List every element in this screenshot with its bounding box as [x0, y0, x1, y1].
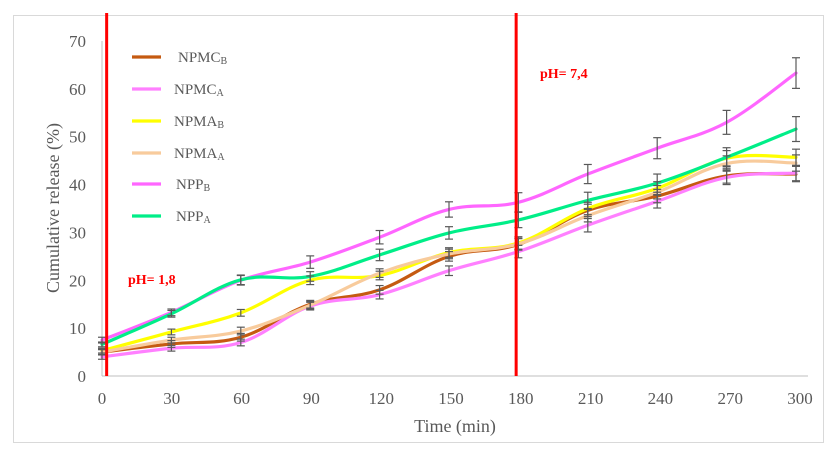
legend-label: NPMAA: [174, 146, 225, 163]
y-tick-label: 60: [69, 80, 86, 99]
error-bar: [583, 191, 592, 210]
x-tick-label: 270: [717, 389, 743, 408]
error-bar: [236, 338, 245, 347]
error-bar: [583, 208, 592, 223]
legend-label: NPMAB: [174, 114, 224, 131]
error-bar: [236, 308, 245, 317]
legend-item: NPPA: [132, 209, 212, 226]
y-tick-labels: 0 10 20 30 40 50 60 70: [69, 32, 86, 386]
error-bar: [445, 248, 453, 260]
error-bar: [445, 226, 453, 240]
error-bar: [375, 268, 384, 279]
y-tick-label: 70: [69, 32, 86, 51]
error-bar: [375, 229, 384, 245]
error-bar: [375, 248, 384, 262]
error-bar: [236, 326, 245, 336]
error-bar: [375, 289, 384, 300]
chart-frame: [13, 15, 824, 443]
error-bar: [98, 341, 106, 348]
error-bar: [167, 336, 176, 344]
x-tick-label: 120: [368, 389, 394, 408]
error-bar: [722, 109, 731, 135]
error-bar: [306, 300, 315, 310]
error-bar: [792, 57, 800, 89]
error-bar: [653, 173, 662, 193]
error-bar: [583, 163, 592, 185]
x-tick-label: 0: [98, 389, 107, 408]
legend-label: NPMCA: [174, 82, 225, 99]
legend-label: NPMCB: [178, 50, 228, 67]
error-bar: [306, 255, 315, 269]
series-line-npmc-a: [100, 171, 798, 359]
legend-item: NPMAA: [132, 146, 225, 163]
axes: [101, 41, 808, 377]
ph-annotation: pH= 1,8: [128, 273, 176, 288]
x-tick-label: 150: [438, 389, 464, 408]
x-tick-label: 300: [787, 389, 813, 408]
error-bar: [98, 349, 106, 356]
error-bar: [792, 154, 800, 172]
ph-annotations: pH= 1,8 pH= 7,4: [128, 67, 588, 288]
legend-label: NPPA: [176, 209, 212, 226]
legend-label: NPPB: [176, 177, 211, 194]
legend: NPMCB NPMCA NPMAB NPMAA NPPB NPPA: [132, 50, 228, 226]
y-tick-label: 40: [69, 176, 86, 195]
ph-lines: [105, 13, 518, 376]
x-axis-title: Time (min): [414, 416, 496, 437]
series-line-npmc-b: [100, 172, 798, 354]
error-bar: [167, 309, 176, 318]
error-bar: [167, 344, 176, 352]
error-bar: [167, 328, 176, 336]
error-bar: [445, 265, 453, 277]
y-tick-label: 30: [69, 223, 86, 242]
error-bar: [236, 274, 245, 286]
x-tick-label: 30: [163, 389, 180, 408]
error-bar: [792, 116, 800, 143]
y-axis-title: Cumulative release (%): [43, 123, 64, 293]
x-tick-label: 60: [233, 389, 250, 408]
x-tick-label: 180: [508, 389, 534, 408]
error-bar: [306, 271, 315, 282]
x-tick-label: 240: [648, 389, 674, 408]
y-tick-label: 20: [69, 271, 86, 290]
y-tick-label: 10: [69, 319, 86, 338]
y-tick-label: 50: [69, 128, 86, 147]
error-bar: [653, 137, 662, 160]
legend-item: NPMAB: [132, 114, 224, 131]
x-tick-label: 90: [303, 389, 320, 408]
legend-item: NPMCB: [132, 50, 228, 67]
x-tick-label: 210: [578, 389, 604, 408]
error-bar: [445, 201, 453, 218]
y-tick-label: 0: [78, 367, 87, 386]
error-bar: [722, 147, 731, 168]
x-tick-labels: 0 30 60 90 120 150 180 210 240 270 300: [98, 389, 813, 408]
ph-annotation: pH= 7,4: [540, 67, 588, 82]
legend-item: NPPB: [132, 177, 211, 194]
legend-item: NPMCA: [132, 82, 225, 99]
